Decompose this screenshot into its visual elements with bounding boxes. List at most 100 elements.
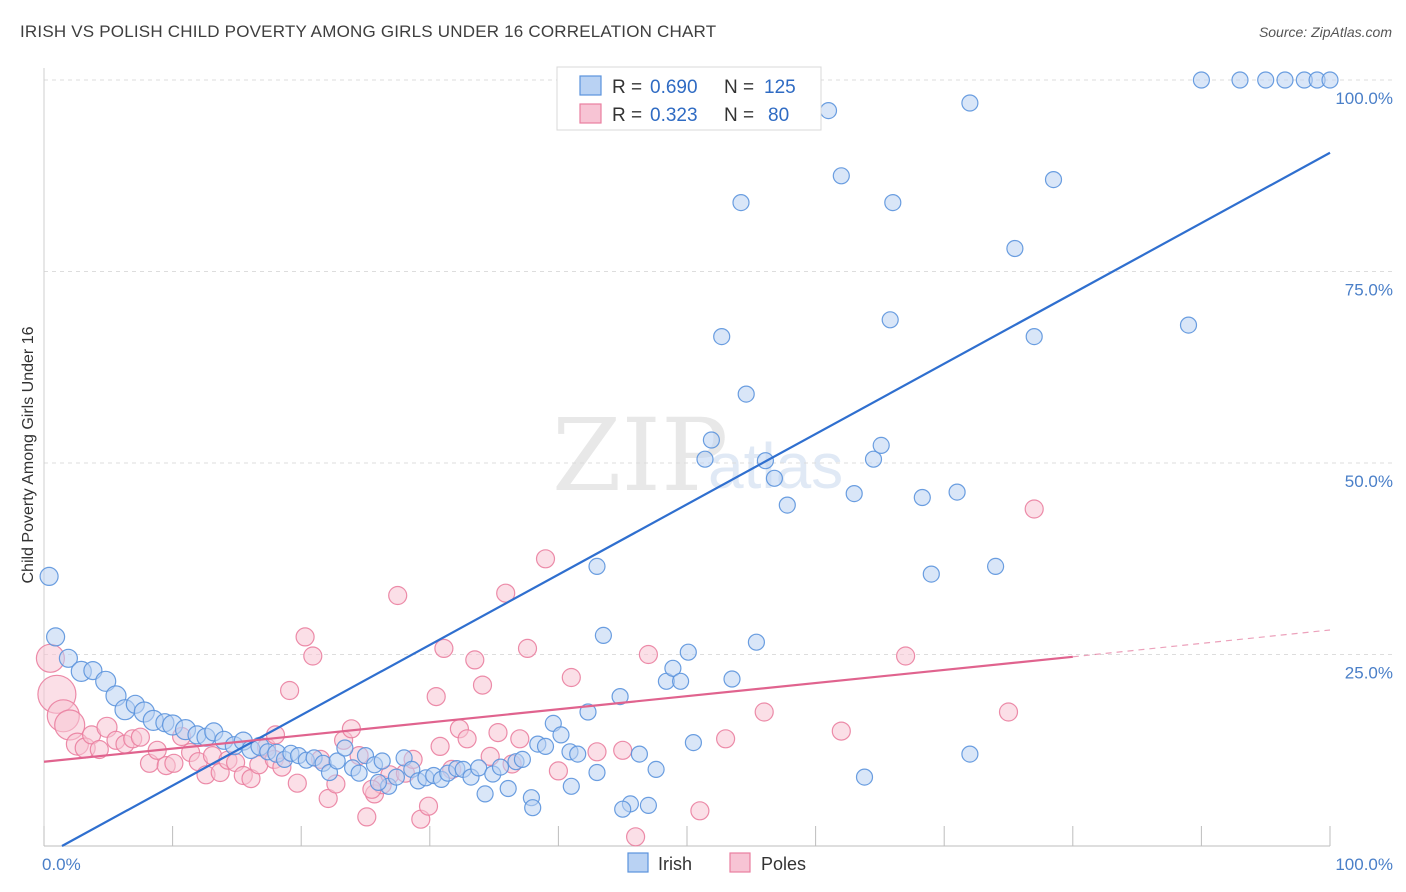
poles-n-label: N =	[724, 105, 754, 126]
irish-point-2	[58, 648, 79, 668]
y-tick-label-50: 50.0%	[1345, 472, 1393, 491]
irish-point-94	[881, 311, 899, 329]
irish-point-71	[647, 760, 665, 779]
irish-point-61	[552, 726, 570, 744]
poles-point-7	[89, 739, 109, 760]
poles-point-62	[517, 638, 538, 659]
source-credit: Source: ZipAtlas.com	[1258, 24, 1392, 40]
tick-labels: 25.0% 50.0% 75.0% 100.0% 0.0% 100.0%	[42, 89, 1393, 874]
poles-point-32	[287, 773, 307, 793]
poles-point-45	[388, 585, 408, 606]
chart-title: IRISH VS POLISH CHILD POVERTY AMONG GIRL…	[20, 22, 717, 41]
irish-point-108	[1257, 71, 1275, 89]
irish-point-114	[562, 777, 580, 795]
irish-point-78	[702, 431, 721, 449]
irish-point-105	[1179, 316, 1198, 334]
irish-point-0	[39, 566, 59, 587]
irish-point-63	[569, 745, 587, 763]
irish-n-value: 125	[764, 77, 796, 98]
stats-legend: R = 0.690 N = 125 R = 0.323 N = 80	[556, 66, 822, 131]
poles-point-56	[472, 675, 493, 695]
poles-point-61	[510, 729, 530, 749]
poles-point-69	[690, 801, 710, 821]
irish-point-77	[696, 450, 714, 468]
poles-r-label: R =	[612, 105, 642, 126]
irish-point-1	[45, 627, 66, 647]
irish-point-39	[387, 768, 405, 786]
poles-point-51	[434, 638, 454, 659]
poles-n-value: 80	[768, 105, 789, 126]
irish-point-109	[1276, 71, 1294, 89]
irish-point-65	[588, 557, 606, 576]
poles-point-54	[457, 729, 477, 749]
trend-lines	[43, 151, 1331, 847]
irish-point-96	[913, 488, 931, 507]
irish-series-swatch	[627, 852, 649, 873]
irish-point-50	[470, 759, 488, 777]
poles-point-49	[418, 796, 439, 816]
irish-point-5	[95, 670, 117, 692]
poles-point-67	[625, 827, 646, 847]
poles-point-58	[488, 722, 508, 743]
poles-point-33	[295, 627, 315, 647]
irish-point-95	[884, 194, 902, 212]
poles-point-71	[754, 702, 774, 722]
watermark-atlas: atlas	[708, 430, 843, 502]
poles-series-label: Poles	[761, 854, 806, 874]
y-axis-label: Child Poverty Among Girls Under 16	[20, 326, 37, 583]
y-tick-label-75: 75.0%	[1345, 281, 1393, 300]
poles-series-swatch	[729, 852, 751, 873]
irish-point-66	[594, 626, 613, 645]
irish-point-102	[1044, 171, 1063, 189]
series-legend: Irish Poles	[627, 852, 806, 874]
x-tick-label-0: 0.0%	[42, 855, 81, 874]
irish-point-51	[476, 785, 494, 803]
irish-point-99	[986, 557, 1005, 576]
irish-point-101	[1025, 328, 1043, 346]
irish-point-113	[524, 799, 542, 817]
poles-point-31	[280, 680, 300, 701]
irish-point-79	[713, 328, 731, 346]
irish-point-56	[513, 750, 532, 769]
poles-point-41	[357, 807, 377, 827]
poles-trend-extension	[1072, 629, 1331, 658]
y-tick-label-25: 25.0%	[1345, 664, 1393, 683]
irish-point-116	[614, 800, 632, 818]
irish-r-label: R =	[612, 77, 642, 98]
irish-point-117	[369, 773, 387, 792]
poles-point-63	[535, 549, 556, 569]
irish-point-70	[639, 796, 658, 815]
y-tick-label-100: 100.0%	[1335, 89, 1393, 108]
poles-point-64	[561, 667, 581, 688]
poles-legend-swatch	[579, 103, 602, 124]
poles-point-70	[715, 729, 736, 749]
irish-point-80	[723, 670, 741, 688]
poles-point-12	[130, 727, 150, 747]
irish-point-86	[778, 496, 796, 514]
irish-point-92	[864, 450, 883, 468]
poles-trend-line	[43, 655, 1073, 763]
grid-lines	[44, 79, 1393, 655]
irish-point-69	[630, 745, 649, 763]
irish-point-103	[948, 483, 966, 501]
poles-point-34	[303, 646, 323, 666]
poles-point-65	[587, 742, 607, 762]
irish-point-104	[961, 94, 979, 112]
irish-point-32	[336, 739, 354, 757]
irish-r-value: 0.690	[650, 77, 698, 98]
poles-point-55	[465, 650, 485, 670]
irish-point-74	[671, 672, 690, 690]
poles-point-66	[613, 740, 633, 760]
irish-point-88	[819, 101, 838, 120]
irish-point-83	[747, 633, 766, 651]
irish-point-85	[765, 469, 784, 487]
irish-point-31	[328, 752, 346, 770]
irish-point-89	[832, 167, 850, 185]
irish-point-90	[845, 485, 863, 503]
poles-points	[35, 499, 1044, 847]
axes	[43, 68, 1331, 847]
irish-point-100	[1006, 239, 1024, 258]
irish-point-67	[611, 687, 629, 706]
irish-point-53	[491, 758, 510, 776]
